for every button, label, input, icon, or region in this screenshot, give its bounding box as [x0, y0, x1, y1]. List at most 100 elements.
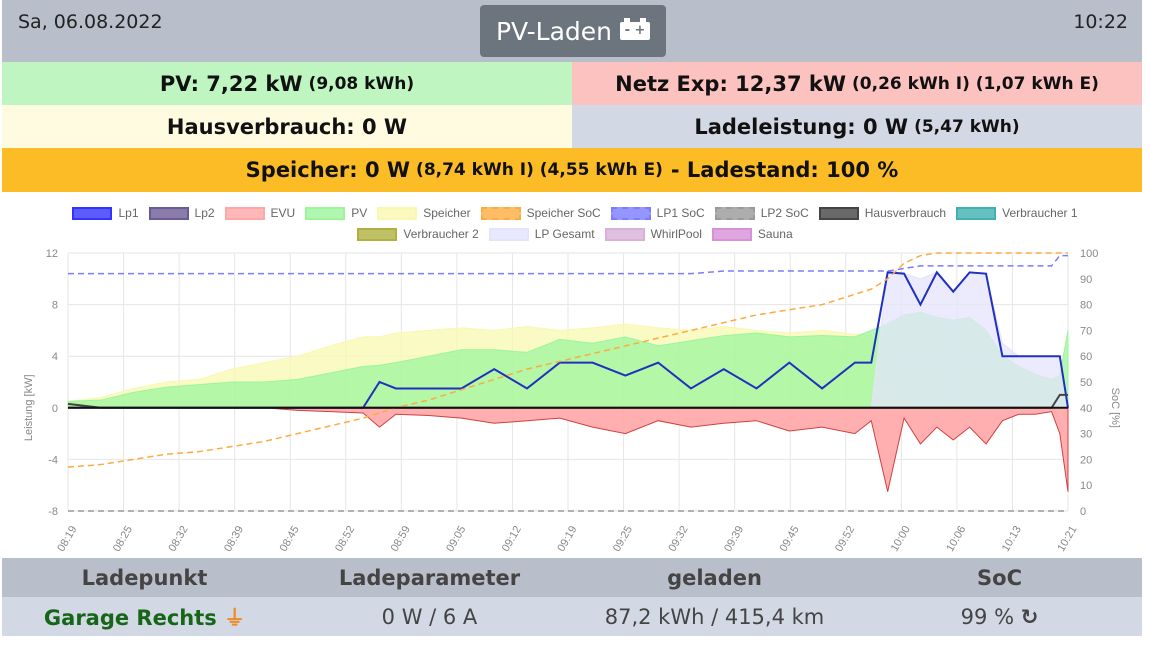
refresh-icon[interactable]: ↻ [1020, 604, 1039, 629]
x-tick-label: 09:19 [555, 524, 579, 554]
x-tick-label: 08:32 [166, 524, 190, 554]
legend-label: Speicher [423, 206, 471, 220]
grid-summary: Netz Exp: 12,37 kW (0,26 kWh I) (1,07 kWh… [572, 62, 1142, 105]
pv-energy: (9,08 kWh) [308, 73, 415, 94]
storage-summary: Speicher: 0 W (8,74 kWh I) (4,55 kWh E) - … [2, 148, 1142, 192]
legend-item[interactable]: LP2 SoC [714, 206, 809, 220]
chart-legend: Lp1 Lp2 EVU PV Speicher Speicher SoC LP1 SoC LP… [0, 206, 1150, 248]
legend-label: Hausverbrauch [864, 206, 947, 220]
legend-item[interactable]: LP1 SoC [610, 206, 705, 220]
x-tick-label: 10:13 [1000, 524, 1024, 554]
legend-item[interactable]: Lp2 [148, 206, 215, 220]
series-speicher-soc [67, 252, 1068, 468]
y-tick-label: 0 [52, 403, 58, 415]
legend-item[interactable]: Speicher SoC [480, 206, 601, 220]
y2-tick-label: 50 [1080, 377, 1092, 389]
legend-label: Lp1 [118, 206, 139, 220]
legend-swatch [224, 206, 265, 220]
legend-swatch [604, 227, 645, 241]
legend-item[interactable]: LP Gesamt [488, 227, 595, 241]
legend-item[interactable]: Verbraucher 2 [357, 227, 479, 241]
charge-point-name[interactable]: Garage Rechts ⏚ [2, 602, 287, 632]
header-ladeparameter: Ladeparameter [338, 565, 521, 590]
y2-tick-label: 40 [1080, 403, 1092, 415]
header-ladepunkt: Ladepunkt [81, 565, 208, 590]
legend-swatch [357, 227, 398, 241]
y2-tick-label: 70 [1080, 325, 1092, 337]
soc-cell: 99 % ↻ [857, 605, 1142, 629]
x-tick-label: 09:25 [611, 524, 635, 554]
x-tick-label: 10:06 [944, 524, 968, 554]
legend-item[interactable]: Verbraucher 1 [956, 206, 1078, 220]
date: Sa, 06.08.2022 [18, 11, 163, 33]
x-tick-label: 09:12 [500, 524, 524, 554]
y-tick-label: 8 [52, 300, 58, 312]
legend-label: EVU [270, 206, 296, 220]
x-tick-label: 10:21 [1055, 524, 1079, 554]
charge-point-table: Ladepunkt Ladeparameter geladen SoC Gara… [2, 558, 1142, 636]
legend-label: Speicher SoC [526, 206, 601, 220]
summary-row-1: PV: 7,22 kW (9,08 kWh) Netz Exp: 12,37 kW… [2, 62, 1142, 105]
y2-tick-label: 20 [1080, 454, 1092, 466]
storage-value: Speicher: 0 W [245, 158, 411, 182]
legend-item[interactable]: Sauna [711, 227, 793, 241]
summary-row-2: Hausverbrauch: 0 W Ladeleistung: 0 W (5,4… [2, 105, 1142, 148]
header-geladen: geladen [667, 565, 762, 590]
legend-label: PV [351, 206, 368, 220]
legend-item[interactable]: Hausverbrauch [818, 206, 947, 220]
x-tick-label: 08:59 [389, 524, 413, 554]
series-evu [68, 407, 1069, 492]
y2-axis-label: SoC [%] [1109, 388, 1121, 428]
legend-swatch [148, 206, 189, 220]
header-bar: Sa, 06.08.2022 PV-Laden - + 10:22 [2, 0, 1142, 62]
plug-icon: ⏚ [224, 605, 246, 630]
legend-label: LP2 SoC [760, 206, 809, 220]
x-tick-label: 08:19 [55, 524, 79, 554]
soc-value: 99 % [960, 604, 1015, 629]
legend-item[interactable]: WhirlPool [604, 227, 702, 241]
charge-mode-button[interactable]: PV-Laden - + [480, 5, 666, 57]
y2-tick-label: 10 [1080, 480, 1092, 492]
legend-swatch [480, 206, 521, 220]
x-tick-label: 09:52 [833, 524, 857, 554]
time: 10:22 [1073, 11, 1128, 33]
x-tick-label: 08:39 [222, 524, 246, 554]
charge-point-label: Garage Rechts [43, 605, 217, 630]
x-tick-label: 09:45 [778, 524, 802, 554]
charge-summary: Ladeleistung: 0 W (5,47 kWh) [572, 105, 1142, 148]
x-tick-label: 09:05 [444, 524, 468, 554]
charge-energy: (5,47 kWh) [914, 116, 1020, 137]
legend-swatch [72, 206, 113, 220]
x-tick-label: 08:52 [333, 524, 357, 554]
pv-summary: PV: 7,22 kW (9,08 kWh) [2, 62, 572, 105]
y-tick-label: 12 [46, 248, 58, 260]
legend-item[interactable]: EVU [224, 206, 296, 220]
storage-soc: - Ladestand: 100 % [670, 158, 899, 182]
legend-item[interactable]: Speicher [377, 206, 471, 220]
y-tick-label: 4 [52, 351, 58, 363]
house-summary: Hausverbrauch: 0 W [2, 105, 572, 148]
legend-item[interactable]: Lp1 [72, 206, 139, 220]
legend-swatch [610, 206, 651, 220]
y2-tick-label: 100 [1080, 248, 1098, 260]
y-tick-label: -8 [48, 506, 58, 518]
x-tick-label: 09:32 [666, 524, 690, 554]
header-soc: SoC [977, 565, 1022, 590]
legend-swatch [714, 206, 755, 220]
summary-row-3: Speicher: 0 W (8,74 kWh I) (4,55 kWh E) - … [2, 148, 1142, 192]
charge-value: Ladeleistung: 0 W [694, 114, 909, 139]
y2-tick-label: 60 [1080, 351, 1092, 363]
legend-swatch [956, 206, 997, 220]
charge-mode-label: PV-Laden [495, 16, 613, 46]
x-tick-label: 10:00 [889, 524, 913, 554]
y2-tick-label: 80 [1080, 300, 1092, 312]
legend-label: LP1 SoC [656, 206, 705, 220]
table-row[interactable]: Garage Rechts ⏚ 0 W / 6 A 87,2 kWh / 415… [2, 597, 1142, 636]
grid-energy: (0,26 kWh I) (1,07 kWh E) [852, 73, 1099, 94]
legend-swatch [377, 206, 418, 220]
storage-energy: (8,74 kWh I) (4,55 kWh E) [416, 160, 663, 180]
legend-item[interactable]: PV [305, 206, 367, 220]
house-value: Hausverbrauch: 0 W [166, 114, 408, 139]
x-tick-label: 08:25 [111, 524, 135, 554]
